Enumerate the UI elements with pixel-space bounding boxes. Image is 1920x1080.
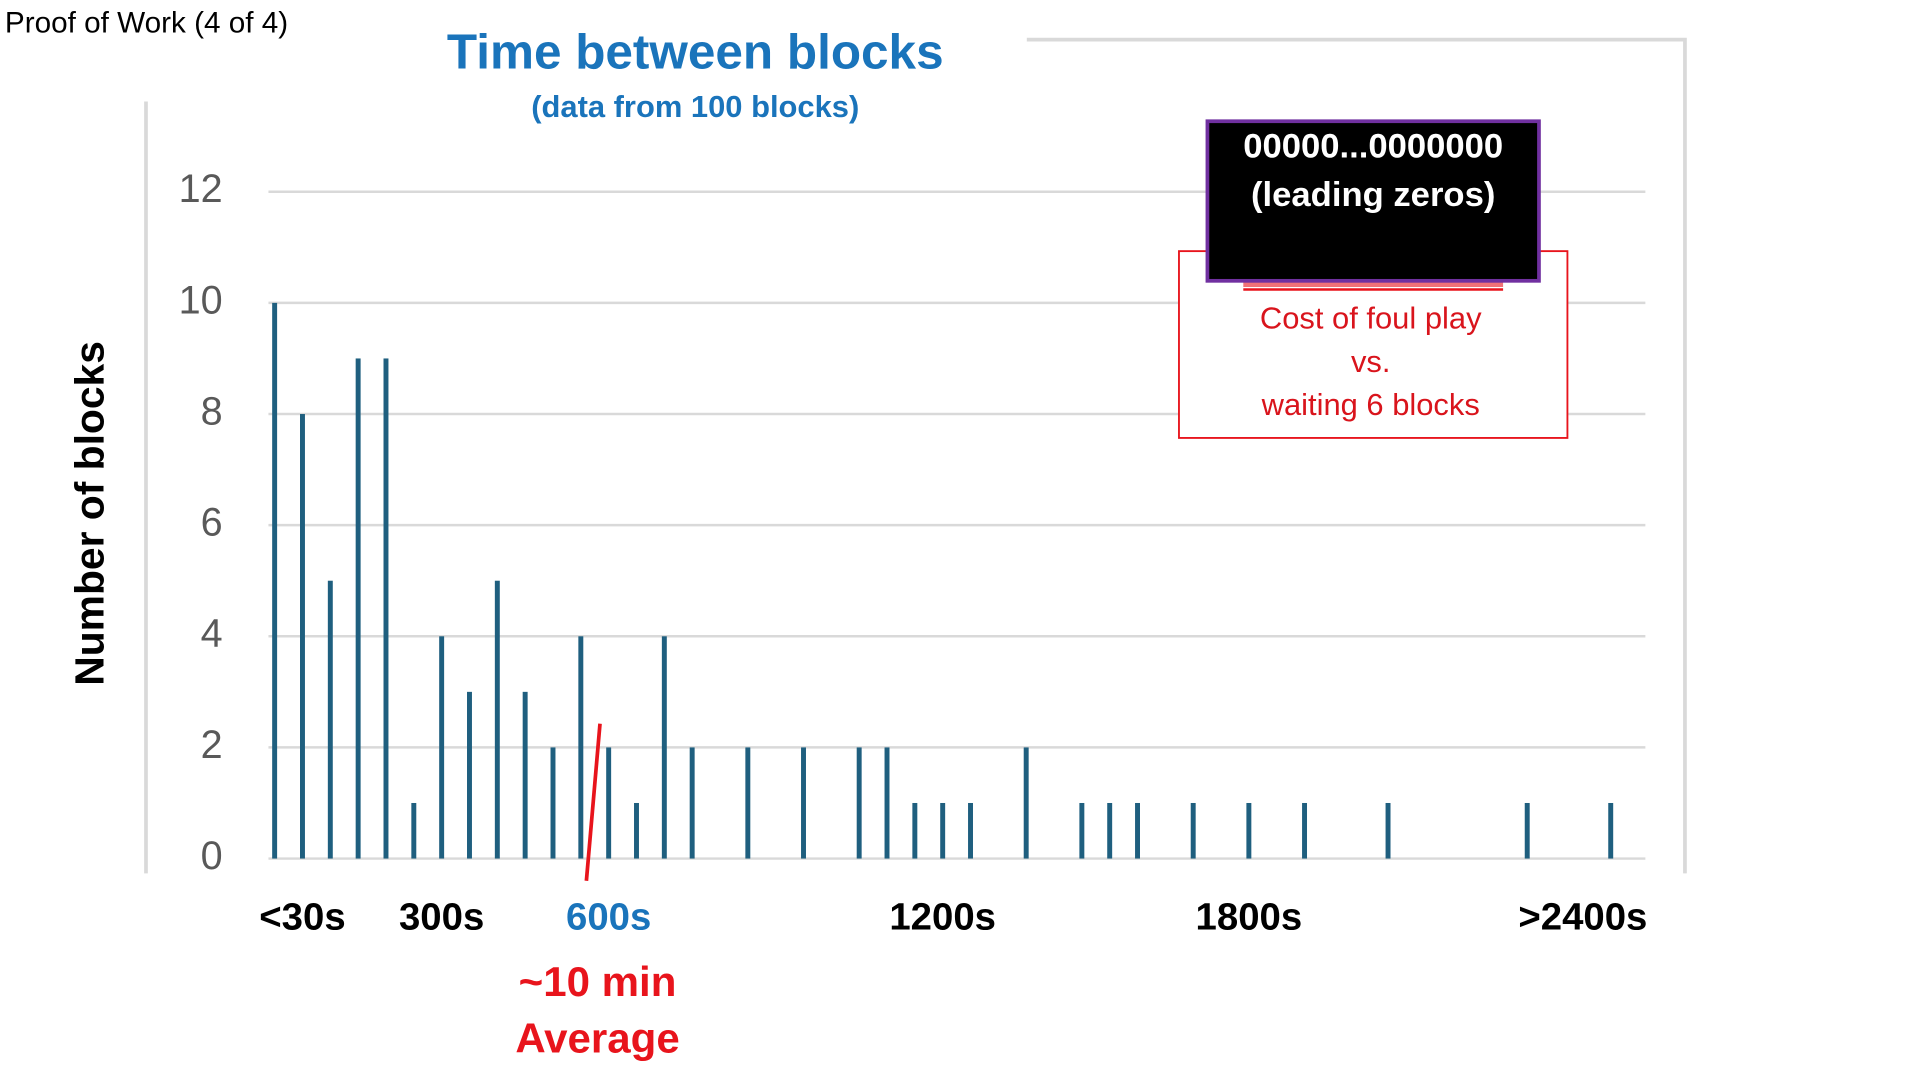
x-tick-label: 300s (399, 895, 484, 938)
bar (272, 302, 278, 859)
bar (856, 747, 862, 859)
bar (1023, 747, 1029, 859)
bar (550, 747, 556, 859)
bar (745, 747, 751, 859)
chart-subtitle: (data from 100 blocks) (531, 89, 859, 124)
plot-area: 0 2 4 6 8 10 12 <30s 300s 600s 1200s 1800s >2400s (179, 167, 1648, 938)
slide-header: Proof of Work (4 of 4) (5, 7, 288, 40)
frame-line (1026, 37, 1687, 874)
x-tick-label: >2400s (1518, 895, 1647, 938)
hash-text: 00000...0000000 (1243, 128, 1503, 166)
y-tick-label: 12 (179, 167, 223, 211)
bar (968, 802, 973, 859)
chart-title: Time between blocks (447, 25, 944, 80)
bar (884, 747, 890, 859)
bar (383, 358, 389, 859)
bar (1608, 802, 1614, 859)
bar (494, 580, 500, 859)
average-label: Average (515, 1015, 679, 1062)
y-tick-label: 0 (201, 834, 223, 878)
bar (940, 802, 946, 859)
bar (661, 636, 667, 859)
chart-frame (144, 37, 1687, 874)
x-tick-label: 600s (566, 895, 651, 938)
bar (1385, 802, 1391, 859)
x-tick-label: 1800s (1196, 895, 1303, 938)
security-text: waiting 6 blocks (1261, 387, 1480, 422)
y-tick-label: 6 (201, 501, 223, 545)
bar (912, 802, 918, 859)
security-text: vs. (1351, 344, 1391, 379)
bar (1079, 802, 1085, 859)
average-label: ~10 min (519, 958, 677, 1005)
bar (1107, 802, 1113, 859)
bar (1302, 802, 1308, 859)
bar (606, 747, 612, 859)
hash-box (1205, 119, 1541, 283)
bar (1190, 802, 1196, 859)
hash-text: (leading zeros) (1251, 176, 1495, 214)
bar (467, 691, 472, 859)
bar (411, 802, 417, 859)
bar (1524, 802, 1530, 859)
bar (1135, 802, 1140, 859)
bar (634, 802, 639, 859)
x-tick-label: 1200s (889, 895, 996, 938)
y-tick-label: 10 (179, 278, 223, 322)
bar (300, 414, 305, 859)
average-marker (584, 723, 602, 881)
bar (578, 636, 584, 859)
bar (355, 358, 361, 859)
x-tick-label: <30s (259, 895, 345, 938)
y-tick-label: 4 (201, 612, 223, 656)
bar (801, 747, 806, 859)
bar (1246, 802, 1252, 859)
bar (522, 691, 528, 859)
y-tick-label: 8 (201, 389, 223, 433)
y-tick-label: 2 (201, 723, 223, 767)
security-text: Cost of foul play (1260, 301, 1482, 336)
bar (689, 747, 695, 859)
bar (327, 580, 333, 859)
y-axis-label: Number of blocks (67, 341, 113, 686)
bar (439, 636, 445, 859)
